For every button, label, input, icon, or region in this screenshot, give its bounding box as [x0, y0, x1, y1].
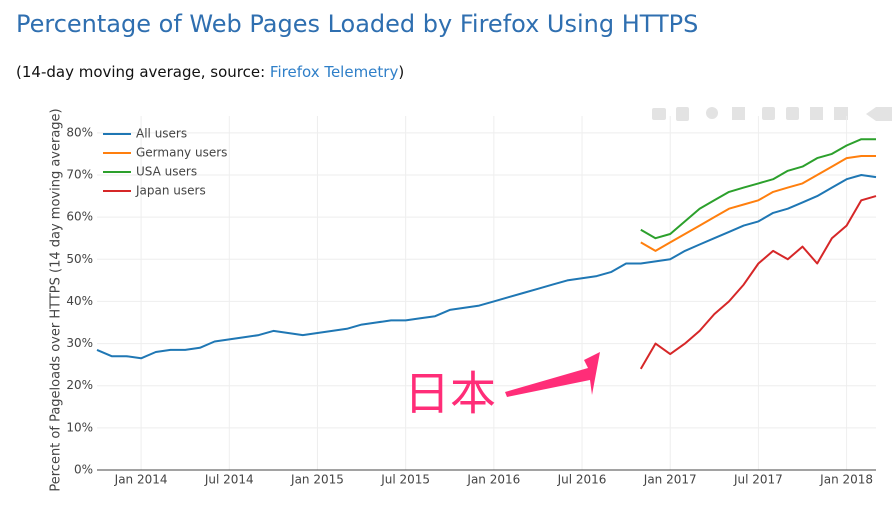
y-tick-label: 70% [66, 168, 93, 182]
modebar [652, 107, 892, 121]
modebar-button[interactable] [652, 108, 666, 120]
y-tick-label: 40% [66, 294, 93, 308]
x-tick-label: Jul 2017 [733, 473, 783, 487]
x-tick-label: Jan 2017 [643, 473, 697, 487]
series-line [96, 174, 877, 360]
modebar-button[interactable] [786, 107, 799, 120]
subtitle-text: ) [398, 63, 405, 81]
y-tick-label: 50% [66, 252, 93, 266]
x-tick-label: Jul 2016 [557, 473, 607, 487]
x-tick-label: Jan 2014 [114, 473, 168, 487]
y-tick-label: 10% [66, 420, 93, 434]
x-tick-label: Jul 2014 [204, 473, 254, 487]
subtitle: (14-day moving average, source: Firefox … [16, 63, 404, 81]
legend-label: USA users [136, 165, 197, 179]
y-tick-label: 20% [66, 378, 93, 392]
x-tick-label: Jan 2016 [466, 473, 520, 487]
y-axis-label: Percent of Pageloads over HTTPS (14 day … [49, 108, 64, 491]
title: Percentage of Web Pages Loaded by Firefo… [16, 10, 699, 38]
legend-label: Japan users [135, 184, 206, 198]
modebar-button[interactable] [762, 107, 775, 120]
x-tick-label: Jan 2015 [290, 473, 344, 487]
annotation: 日本 [404, 367, 496, 421]
plot-bg [97, 100, 892, 507]
subtitle-text: (14-day moving average, source: [16, 63, 270, 81]
modebar-button[interactable] [834, 107, 848, 120]
legend-label: All users [136, 127, 187, 141]
modebar-button[interactable] [732, 107, 745, 120]
modebar-button[interactable] [810, 107, 823, 120]
modebar-button[interactable] [706, 107, 718, 119]
modebar-button[interactable] [866, 107, 892, 121]
y-tick-label: 30% [66, 336, 93, 350]
annotation-arrow [505, 352, 600, 397]
y-tick-label: 80% [66, 125, 93, 139]
legend-label: Germany users [136, 146, 227, 160]
modebar-button[interactable] [676, 107, 689, 121]
series-line [640, 155, 876, 252]
y-tick-label: 0% [74, 463, 93, 477]
y-tick-label: 60% [66, 210, 93, 224]
telemetry-link[interactable]: Firefox Telemetry [269, 63, 399, 81]
x-tick-label: Jan 2018 [819, 473, 873, 487]
x-tick-label: Jul 2015 [380, 473, 430, 487]
series-line [639, 195, 877, 370]
series-line [640, 138, 876, 240]
